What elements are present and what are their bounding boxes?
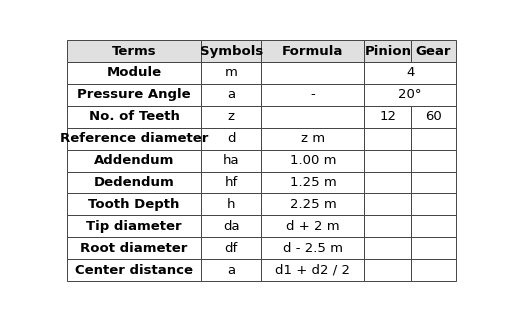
Text: Tooth Depth: Tooth Depth — [88, 198, 179, 211]
Bar — [201, 215, 261, 237]
Bar — [67, 62, 201, 84]
Bar — [364, 40, 410, 62]
Text: Reference diameter: Reference diameter — [60, 132, 208, 145]
Text: 12: 12 — [379, 110, 395, 123]
Text: d: d — [227, 132, 235, 145]
Text: m: m — [224, 66, 237, 80]
Text: ha: ha — [222, 154, 239, 167]
Bar — [261, 259, 364, 281]
Bar — [410, 193, 455, 215]
Text: hf: hf — [224, 176, 237, 189]
Text: No. of Teeth: No. of Teeth — [89, 110, 179, 123]
Bar — [410, 150, 455, 171]
Bar — [201, 84, 261, 106]
Text: Center distance: Center distance — [75, 264, 192, 277]
Text: Formula: Formula — [281, 45, 343, 58]
Bar — [201, 193, 261, 215]
Bar — [410, 215, 455, 237]
Bar — [261, 84, 364, 106]
Text: 20°: 20° — [398, 88, 421, 101]
Text: 2.25 m: 2.25 m — [289, 198, 335, 211]
Text: Terms: Terms — [111, 45, 156, 58]
Text: 1.25 m: 1.25 m — [289, 176, 335, 189]
Bar — [261, 215, 364, 237]
Text: da: da — [222, 220, 239, 233]
Bar — [410, 128, 455, 150]
Bar — [261, 106, 364, 128]
Bar — [261, 150, 364, 171]
Text: d - 2.5 m: d - 2.5 m — [282, 242, 342, 255]
Bar — [67, 259, 201, 281]
Text: 1.00 m: 1.00 m — [289, 154, 335, 167]
Bar — [410, 259, 455, 281]
Text: 60: 60 — [425, 110, 441, 123]
Bar — [67, 150, 201, 171]
Bar — [67, 193, 201, 215]
Text: 4: 4 — [405, 66, 413, 80]
Bar — [364, 106, 410, 128]
Text: Addendum: Addendum — [94, 154, 174, 167]
Bar — [261, 237, 364, 259]
Bar — [364, 84, 455, 106]
Bar — [410, 237, 455, 259]
Text: Dedendum: Dedendum — [94, 176, 174, 189]
Bar — [410, 106, 455, 128]
Bar — [67, 171, 201, 193]
Bar — [364, 150, 410, 171]
Text: Root diameter: Root diameter — [80, 242, 187, 255]
Bar — [261, 40, 364, 62]
Bar — [364, 215, 410, 237]
Text: d1 + d2 / 2: d1 + d2 / 2 — [275, 264, 350, 277]
Text: Pinion: Pinion — [363, 45, 410, 58]
Bar — [67, 237, 201, 259]
Bar — [364, 171, 410, 193]
Text: h: h — [227, 198, 235, 211]
Text: Gear: Gear — [415, 45, 450, 58]
Bar — [67, 40, 201, 62]
Text: Tip diameter: Tip diameter — [86, 220, 181, 233]
Bar — [201, 40, 261, 62]
Bar — [201, 62, 261, 84]
Bar — [261, 193, 364, 215]
Bar — [261, 62, 364, 84]
Text: a: a — [227, 264, 235, 277]
Bar — [410, 171, 455, 193]
Text: Module: Module — [106, 66, 161, 80]
Bar — [261, 171, 364, 193]
Bar — [261, 128, 364, 150]
Bar — [410, 40, 455, 62]
Text: -: - — [310, 88, 315, 101]
Bar — [67, 215, 201, 237]
Bar — [201, 128, 261, 150]
Bar — [201, 259, 261, 281]
Bar — [364, 193, 410, 215]
Text: Symbols: Symbols — [199, 45, 262, 58]
Text: z: z — [228, 110, 234, 123]
Bar — [67, 106, 201, 128]
Text: Pressure Angle: Pressure Angle — [77, 88, 190, 101]
Bar — [67, 84, 201, 106]
Bar — [201, 237, 261, 259]
Text: z m: z m — [300, 132, 324, 145]
Bar — [201, 106, 261, 128]
Bar — [364, 237, 410, 259]
Bar — [364, 128, 410, 150]
Text: a: a — [227, 88, 235, 101]
Bar — [67, 128, 201, 150]
Bar — [364, 62, 455, 84]
Bar — [201, 171, 261, 193]
Bar — [201, 150, 261, 171]
Text: d + 2 m: d + 2 m — [286, 220, 339, 233]
Text: df: df — [224, 242, 237, 255]
Bar — [364, 259, 410, 281]
